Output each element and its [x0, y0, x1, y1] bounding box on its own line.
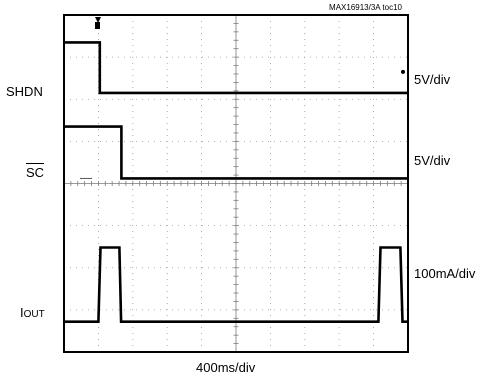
trigger-marker-icon [95, 17, 101, 23]
plot-markers [80, 17, 405, 179]
scale-label-shdn: 5V/div [414, 72, 451, 87]
channel-label-sc: SC [26, 163, 45, 180]
channel-label-shdn-main: SHDN [6, 84, 43, 99]
trigger-marker-body [95, 22, 100, 29]
trace-shdn [64, 41, 408, 95]
plot-traces [64, 41, 408, 324]
edge-marker-dot [401, 69, 405, 74]
trace-iout [64, 246, 408, 324]
channel-label-iout: IOUT [20, 305, 45, 320]
scale-label-sc: 5V/div [414, 153, 451, 168]
plot-grid [63, 14, 409, 353]
sc-overbar [26, 163, 45, 164]
scale-label-iout: 100mA/div [414, 266, 476, 281]
figure-tag: MAX16913/3A toc10 [329, 3, 402, 12]
channel-label-shdn: SHDN [6, 84, 43, 99]
channel-label-iout-sub: OUT [23, 309, 45, 320]
trace-sc [64, 125, 408, 180]
plot-frame [63, 14, 409, 353]
channel-label-iout-main: I [20, 305, 24, 320]
time-scale-label: 400ms/div [196, 360, 256, 375]
channel-label-sc-main: SC [26, 165, 45, 180]
